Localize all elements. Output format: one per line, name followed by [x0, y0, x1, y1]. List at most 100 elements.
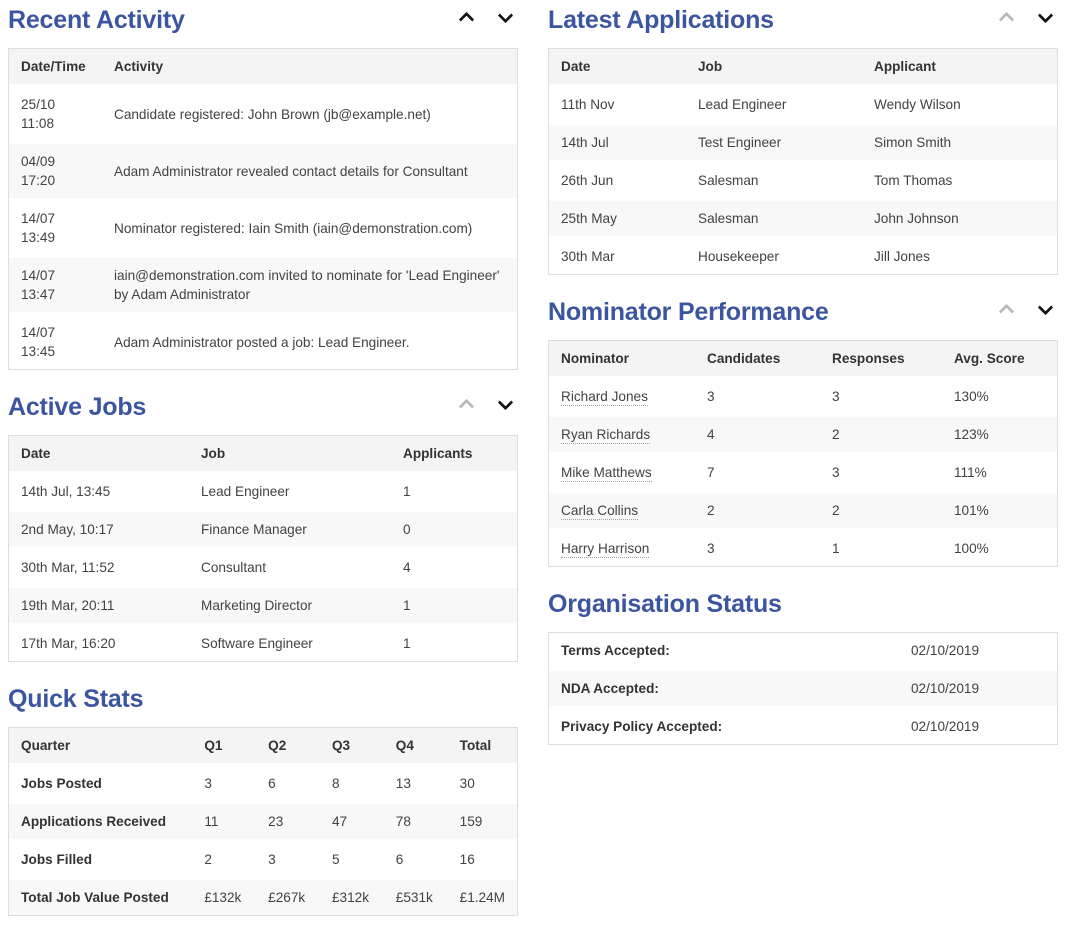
column-header: Date/Time [9, 49, 102, 87]
nominator-link[interactable]: Harry Harrison [561, 541, 650, 558]
table-row: 14/07 13:49 Nominator registered: Iain Sm… [9, 201, 517, 258]
nominator-link[interactable]: Mike Matthews [561, 465, 652, 482]
table-row: 17th Mar, 16:20 Software Engineer 1 [9, 626, 517, 661]
table-cell: 78 [383, 804, 448, 842]
table-cell: Applications Received [9, 804, 193, 842]
table-cell: 130% [942, 379, 1057, 417]
move-up-button[interactable] [997, 11, 1015, 30]
table-cell: Jobs Filled [9, 842, 193, 880]
table-cell: NDA Accepted: [549, 671, 899, 709]
table-cell: 8 [319, 766, 384, 804]
table-cell: 2 [192, 842, 257, 880]
table-cell: 25/10 11:08 [9, 87, 102, 144]
nominator-link[interactable]: Richard Jones [561, 389, 648, 406]
table-cell: Salesman [686, 201, 862, 239]
table-cell: Mike Matthews [549, 455, 695, 493]
move-up-button[interactable] [997, 303, 1015, 322]
column-header: Nominator [549, 341, 695, 379]
collapse-button[interactable] [496, 394, 514, 417]
move-up-button[interactable] [457, 11, 475, 30]
table-cell: 1 [820, 531, 942, 566]
chevron-up-icon [998, 303, 1014, 320]
table-cell: 4 [695, 417, 820, 455]
quick-stats-table: Quarter Q1 Q2 Q3 Q4 Total Jobs Posted 3 6 8 13 30 Ap… [8, 727, 518, 916]
table-row: Jobs Posted 3 6 8 13 30 [9, 766, 517, 804]
table-cell: 02/10/2019 [899, 633, 1057, 671]
panel-title-recent-activity: Recent Activity [8, 6, 185, 34]
table-cell: 100% [942, 531, 1057, 566]
table-header-row: Date/Time Activity [9, 49, 517, 87]
table-cell: 0 [391, 512, 517, 550]
table-cell: 47 [319, 804, 384, 842]
table-cell: 2 [820, 417, 942, 455]
table-header-row: Date Job Applicant [549, 49, 1057, 87]
table-row: 04/09 17:20 Adam Administrator revealed c… [9, 144, 517, 201]
table-cell: 3 [820, 455, 942, 493]
latest-applications-table: Date Job Applicant 11th Nov Lead Engineer Wen… [548, 48, 1058, 275]
table-row: 19th Mar, 20:11 Marketing Director 1 [9, 588, 517, 626]
table-cell: Total Job Value Posted [9, 880, 193, 915]
column-header: Date [549, 49, 686, 87]
table-row: 11th Nov Lead Engineer Wendy Wilson [549, 87, 1057, 125]
table-cell: 14th Jul, 13:45 [9, 474, 189, 512]
table-cell: 3 [820, 379, 942, 417]
table-row: Richard Jones 3 3 130% [549, 379, 1057, 417]
table-cell: Ryan Richards [549, 417, 695, 455]
table-cell: £267k [256, 880, 320, 915]
table-row: Total Job Value Posted £132k £267k £312k £53… [9, 880, 517, 915]
table-cell: Richard Jones [549, 379, 695, 417]
organisation-status-table: Terms Accepted: 02/10/2019 NDA Accepted: 02… [548, 632, 1058, 745]
collapse-button[interactable] [496, 7, 514, 30]
panel-controls [997, 7, 1058, 30]
move-up-button[interactable] [457, 398, 475, 417]
table-cell: 17th Mar, 16:20 [9, 626, 189, 661]
table-cell: Lead Engineer [189, 474, 391, 512]
nominator-link[interactable]: Carla Collins [561, 503, 639, 520]
table-cell: 16 [447, 842, 517, 880]
table-cell: Salesman [686, 163, 862, 201]
table-row: NDA Accepted: 02/10/2019 [549, 671, 1057, 709]
chevron-up-icon [458, 11, 474, 28]
table-row: 14th Jul Test Engineer Simon Smith [549, 125, 1057, 163]
table-cell: 111% [942, 455, 1057, 493]
panel-title-active-jobs: Active Jobs [8, 393, 147, 421]
table-row: 25th May Salesman John Johnson [549, 201, 1057, 239]
table-row: 14/07 13:45 Adam Administrator posted a j… [9, 315, 517, 369]
table-cell: 1 [391, 626, 517, 661]
nominator-link[interactable]: Ryan Richards [561, 427, 651, 444]
column-header: Candidates [695, 341, 820, 379]
table-cell: Marketing Director [189, 588, 391, 626]
table-cell: 6 [256, 766, 320, 804]
table-cell: 4 [391, 550, 517, 588]
table-cell: 11 [192, 804, 257, 842]
collapse-button[interactable] [1036, 7, 1054, 30]
table-cell: 14/07 13:49 [9, 201, 102, 258]
active-jobs-table: Date Job Applicants 14th Jul, 13:45 Lead Eng… [8, 435, 518, 662]
table-header-row: Nominator Candidates Responses Avg. Score [549, 341, 1057, 379]
chevron-down-icon [497, 394, 513, 411]
table-cell: Housekeeper [686, 239, 862, 274]
table-row: 25/10 11:08 Candidate registered: John Br… [9, 87, 517, 144]
panel-title-latest-applications: Latest Applications [548, 6, 774, 34]
table-header-row: Quarter Q1 Q2 Q3 Q4 Total [9, 728, 517, 766]
table-cell: 30 [447, 766, 517, 804]
table-row: 30th Mar Housekeeper Jill Jones [549, 239, 1057, 274]
panel-latest-applications: Latest Applications Date Job Applicant 11th… [548, 4, 1058, 275]
table-row: Ryan Richards 4 2 123% [549, 417, 1057, 455]
column-header: Total [447, 728, 517, 766]
column-header: Q2 [256, 728, 320, 766]
table-row: 30th Mar, 11:52 Consultant 4 [9, 550, 517, 588]
table-cell: 14/07 13:47 [9, 258, 102, 315]
table-cell: Finance Manager [189, 512, 391, 550]
table-cell: 26th Jun [549, 163, 686, 201]
table-cell: 2 [820, 493, 942, 531]
collapse-button[interactable] [1036, 299, 1054, 322]
table-cell: Terms Accepted: [549, 633, 899, 671]
panel-title-quick-stats: Quick Stats [8, 685, 144, 713]
table-row: Carla Collins 2 2 101% [549, 493, 1057, 531]
table-cell: 123% [942, 417, 1057, 455]
table-cell: Test Engineer [686, 125, 862, 163]
table-cell: Adam Administrator posted a job: Lead En… [102, 315, 517, 369]
table-cell: Jill Jones [862, 239, 1057, 274]
chevron-down-icon [1037, 299, 1053, 316]
